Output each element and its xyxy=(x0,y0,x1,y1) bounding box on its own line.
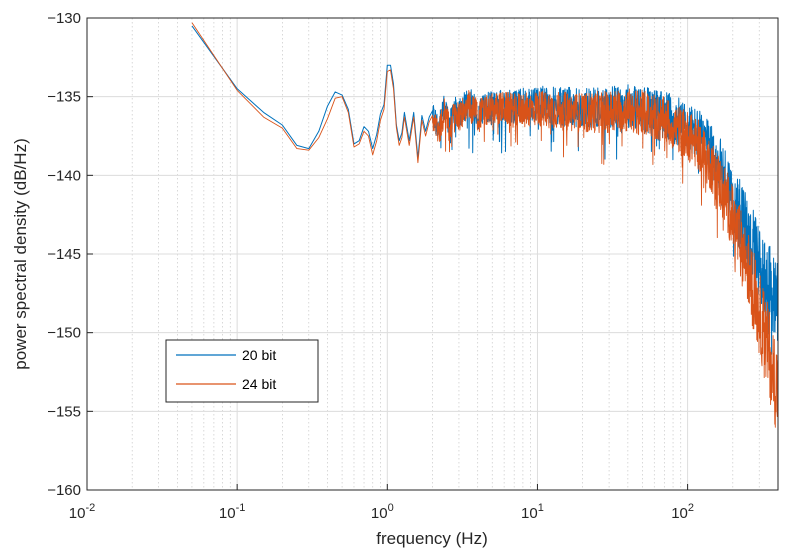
legend-box xyxy=(165,339,319,403)
legend-label-20bit: 20 bit xyxy=(242,347,276,363)
legend-label-24bit: 24 bit xyxy=(242,376,276,392)
y-tick-label: −160 xyxy=(47,482,81,499)
y-tick-label: −145 xyxy=(47,246,81,263)
y-tick-label: −130 xyxy=(47,10,81,27)
major-grid xyxy=(87,18,778,490)
y-tick-label: −155 xyxy=(47,403,81,420)
y-tick-label: −135 xyxy=(47,89,81,106)
x-tick-label: 100 xyxy=(371,502,394,522)
x-tick-label: 101 xyxy=(521,502,544,522)
x-axis-label: frequency (Hz) xyxy=(376,529,487,548)
y-tick-label: −140 xyxy=(47,167,81,184)
y-axis-ticks: −130 −135 −140 −145 −150 −155 −160 xyxy=(47,10,93,499)
legend[interactable]: 20 bit 24 bit xyxy=(165,339,319,403)
series-layer xyxy=(191,22,779,428)
series-line-24bit xyxy=(191,22,779,428)
y-tick-label: −150 xyxy=(47,325,81,342)
x-tick-label: 102 xyxy=(671,502,694,522)
y-axis-label: power spectral density (dB/Hz) xyxy=(11,138,30,369)
x-tick-label: 10-1 xyxy=(219,502,245,522)
x-tick-label: 10-2 xyxy=(69,502,95,522)
x-axis-ticks: 10-2 10-1 100 101 102 xyxy=(69,484,694,522)
